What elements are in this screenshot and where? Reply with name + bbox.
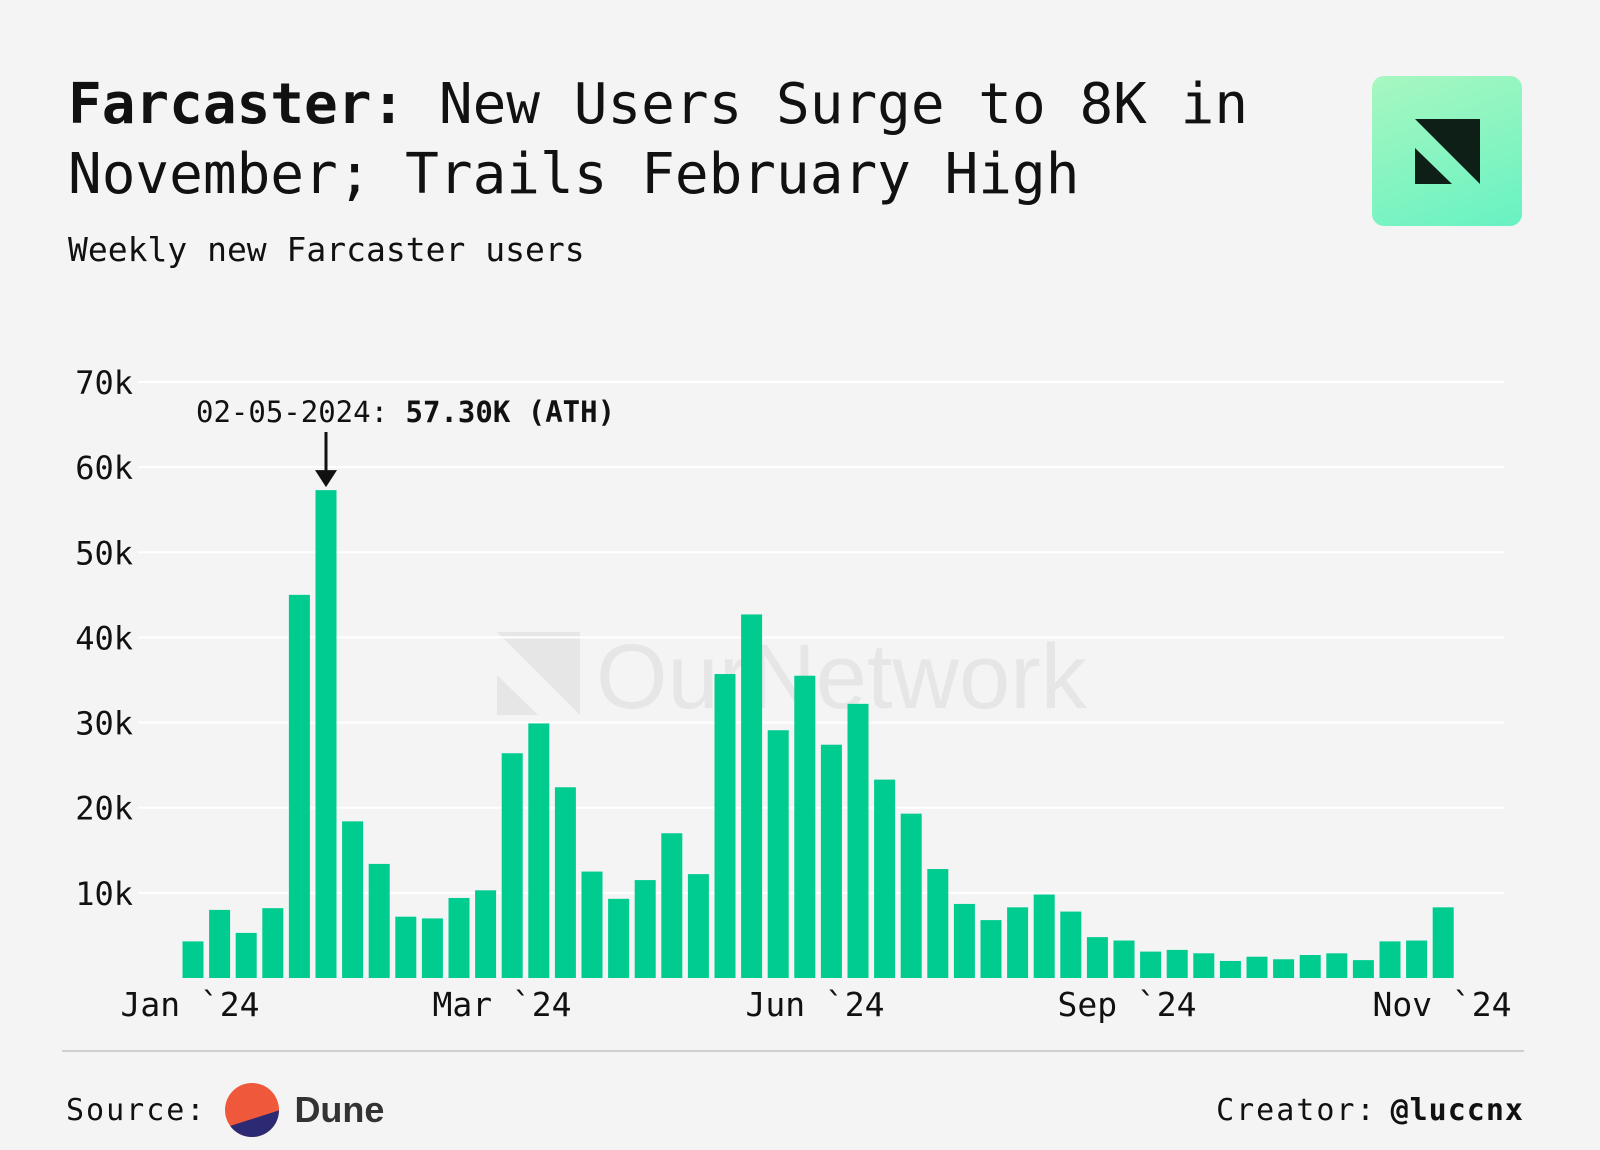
bar bbox=[1273, 959, 1295, 978]
bar bbox=[209, 909, 231, 978]
source-label: Source: bbox=[66, 1092, 207, 1128]
y-tick-label: 50k bbox=[75, 534, 133, 572]
bar bbox=[342, 821, 364, 978]
ath-value: 57.30K (ATH) bbox=[406, 395, 616, 429]
bar bbox=[581, 871, 603, 978]
ournetwork-logo-icon bbox=[1372, 76, 1522, 226]
title-rest: New Users Surge to 8K in November; Trail… bbox=[68, 72, 1249, 207]
y-tick-label: 30k bbox=[75, 705, 133, 743]
x-tick-label: Jan `24 bbox=[120, 985, 259, 1024]
x-tick-label: Jun `24 bbox=[745, 985, 884, 1024]
bar bbox=[1406, 940, 1428, 978]
bar bbox=[1140, 951, 1162, 978]
bar bbox=[767, 730, 789, 978]
bar bbox=[1379, 941, 1401, 978]
bar bbox=[980, 920, 1002, 978]
y-tick-label: 40k bbox=[75, 619, 133, 657]
bar bbox=[1086, 937, 1108, 978]
bar bbox=[182, 941, 204, 978]
bar bbox=[288, 594, 310, 978]
source-credit: Source: Dune bbox=[66, 1080, 384, 1140]
title-brand: Farcaster: bbox=[68, 72, 406, 137]
bar bbox=[661, 833, 683, 978]
bar bbox=[395, 916, 417, 978]
logo-mark bbox=[1415, 119, 1480, 184]
chart-subtitle: Weekly new Farcaster users bbox=[68, 230, 585, 269]
bar bbox=[687, 874, 709, 978]
creator-handle: @luccnx bbox=[1390, 1092, 1524, 1128]
y-tick-label: 20k bbox=[75, 790, 133, 828]
bar bbox=[421, 918, 443, 978]
y-tick-label: 70k bbox=[75, 364, 133, 402]
bar bbox=[1432, 907, 1454, 978]
bar bbox=[1193, 953, 1215, 978]
bar bbox=[953, 903, 975, 978]
bar bbox=[528, 723, 550, 978]
bar bbox=[900, 813, 922, 978]
bar bbox=[1352, 960, 1374, 978]
ournetwork-watermark-icon: OurNetwork bbox=[497, 626, 1088, 728]
bar bbox=[1113, 940, 1135, 978]
bar bbox=[554, 787, 576, 978]
bar bbox=[1007, 907, 1029, 978]
bar bbox=[1219, 960, 1241, 978]
bar bbox=[235, 932, 257, 978]
bar bbox=[927, 869, 949, 978]
bar bbox=[794, 675, 816, 978]
bar bbox=[608, 898, 630, 978]
bar bbox=[368, 863, 390, 978]
bar bbox=[448, 897, 470, 978]
ath-date: 02-05-2024: bbox=[196, 395, 406, 429]
creator-label: Creator: bbox=[1216, 1092, 1377, 1128]
ath-annotation: 02-05-2024: 57.30K (ATH) bbox=[196, 395, 615, 429]
creator-credit: Creator: @luccnx bbox=[1216, 1080, 1524, 1140]
bar bbox=[1060, 911, 1082, 978]
bar bbox=[501, 753, 523, 978]
bar-chart: OurNetwork 10k 20k 30k 40k 50k 60k 70k Jan `24… bbox=[75, 364, 1511, 1024]
watermark-text: OurNetwork bbox=[596, 626, 1088, 728]
bar bbox=[820, 744, 842, 978]
bar bbox=[634, 880, 656, 978]
footer-divider bbox=[62, 1050, 1524, 1052]
bar bbox=[262, 908, 284, 978]
source-name: Dune bbox=[294, 1089, 385, 1130]
dune-logo-icon bbox=[225, 1083, 280, 1137]
bar bbox=[1246, 956, 1268, 978]
arrow-down-icon bbox=[315, 470, 337, 488]
bar bbox=[475, 890, 497, 978]
bar bbox=[1299, 955, 1321, 978]
y-tick-label: 10k bbox=[75, 875, 133, 913]
bar bbox=[741, 614, 763, 978]
x-tick-label: Sep `24 bbox=[1057, 985, 1196, 1024]
bar bbox=[1033, 894, 1055, 978]
x-tick-label: Nov `24 bbox=[1372, 985, 1511, 1024]
bar bbox=[315, 490, 337, 978]
y-tick-label: 60k bbox=[75, 449, 133, 487]
bar bbox=[847, 703, 869, 978]
bar bbox=[714, 674, 736, 978]
chart-title: Farcaster: New Users Surge to 8K in Nove… bbox=[68, 70, 1328, 210]
bar bbox=[874, 779, 896, 978]
bar bbox=[1166, 949, 1188, 978]
bar bbox=[1326, 953, 1348, 978]
x-tick-label: Mar `24 bbox=[432, 985, 571, 1024]
